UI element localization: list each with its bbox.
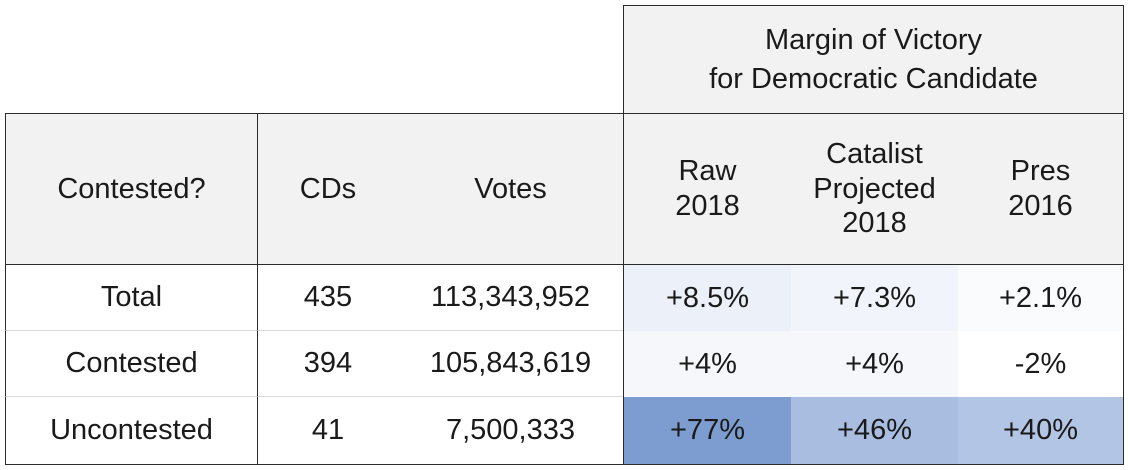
- col-header-pres-line1: Pres: [1010, 155, 1071, 188]
- col-header-catalist: Catalist Projected 2018: [791, 113, 958, 265]
- table-cell-raw: +4%: [623, 331, 791, 397]
- table-cell-catalist: +7.3%: [791, 265, 958, 331]
- table-cell-catalist: +46%: [791, 397, 958, 465]
- table-cell-votes: 7,500,333: [398, 397, 623, 465]
- table-cell-raw: +77%: [623, 397, 791, 465]
- col-header-catalist-line2: Projected: [813, 172, 936, 205]
- table-cell-cds: 41: [257, 397, 398, 465]
- col-header-cds: CDs: [257, 113, 398, 265]
- table-cell-votes: 113,343,952: [398, 265, 623, 331]
- table-cell-votes: 105,843,619: [398, 331, 623, 397]
- col-header-raw-line1: Raw: [678, 155, 737, 188]
- table-cell-cds: 394: [257, 331, 398, 397]
- col-header-cds-label: CDs: [299, 172, 357, 205]
- table-row-label: Total: [5, 265, 257, 331]
- col-header-catalist-line3: 2018: [842, 207, 907, 240]
- group-header-line2: for Democratic Candidate: [709, 62, 1038, 95]
- col-header-raw-line2: 2018: [675, 190, 740, 222]
- col-header-pres-2016: Pres 2016: [958, 113, 1124, 265]
- table-cell-raw: +8.5%: [623, 265, 791, 331]
- table-cell-catalist: +4%: [791, 331, 958, 397]
- table-cell-pres: -2%: [958, 331, 1124, 397]
- col-header-pres-line2: 2016: [1008, 190, 1073, 222]
- col-header-contested: Contested?: [5, 113, 257, 265]
- col-header-votes-label: Votes: [474, 172, 547, 205]
- table-cell-pres: +2.1%: [958, 265, 1124, 331]
- margin-of-victory-header: Margin of Victory for Democratic Candida…: [623, 5, 1124, 113]
- table-row-label: Uncontested: [5, 397, 257, 465]
- group-header-line1: Margin of Victory: [764, 23, 983, 56]
- table-row-label: Contested: [5, 331, 257, 397]
- col-header-catalist-line1: Catalist: [826, 137, 923, 170]
- col-header-votes: Votes: [398, 113, 623, 265]
- table-cell-cds: 435: [257, 265, 398, 331]
- col-header-contested-label: Contested?: [57, 172, 206, 205]
- col-header-raw-2018: Raw 2018: [623, 113, 791, 265]
- table-cell-pres: +40%: [958, 397, 1124, 465]
